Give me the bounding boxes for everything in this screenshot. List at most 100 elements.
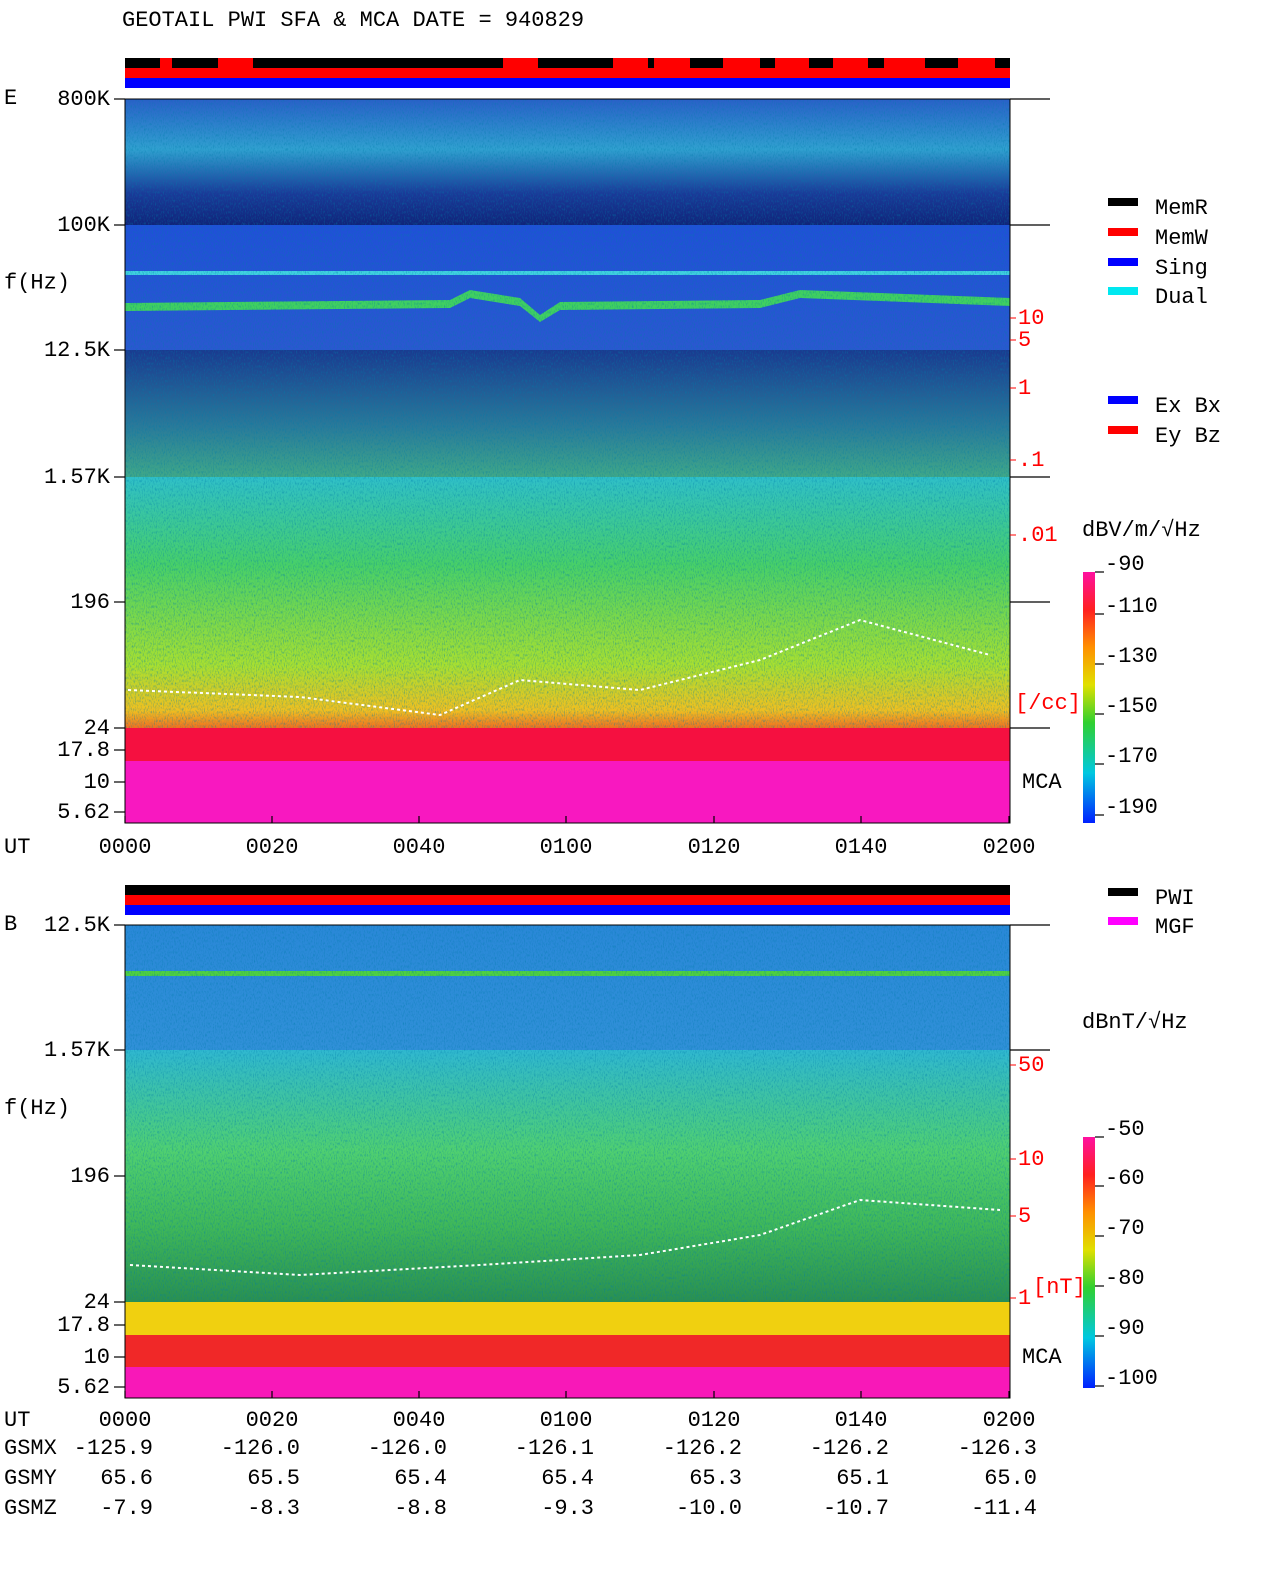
x-tick-label: 0040 — [393, 835, 446, 860]
colorbar-tick-label: -110 — [1105, 594, 1158, 619]
density-tick-label: 10 — [1018, 306, 1044, 331]
colorbar-tick-label: -80 — [1105, 1266, 1145, 1291]
y-tick-label: 5.62 — [57, 1375, 110, 1400]
x-tick-label: 0200 — [983, 835, 1036, 860]
status-stripe — [503, 58, 538, 68]
orbit-value: -125.9 — [74, 1436, 153, 1461]
time-label: UT — [4, 1408, 30, 1433]
legend-label: Sing — [1155, 256, 1208, 281]
colorbar-tick-label: -90 — [1105, 1316, 1145, 1341]
colorbar-title: dBV/m/√Hz — [1082, 518, 1201, 543]
colorbar-e — [1083, 572, 1095, 823]
field-tick-label: 1 — [1018, 1286, 1031, 1311]
y-tick-label: 12.5K — [44, 338, 111, 363]
mca-label: MCA — [1022, 1345, 1062, 1370]
orbit-value: -126.1 — [515, 1436, 594, 1461]
colorbar-b — [1083, 1137, 1095, 1388]
spectrogram-b — [125, 925, 1010, 1398]
status-stripe — [723, 58, 760, 68]
orbit-value: -11.4 — [971, 1496, 1037, 1521]
x-tick-label: 0040 — [393, 1408, 446, 1433]
legend-swatch — [1108, 917, 1138, 925]
y-tick-label: 24 — [84, 1290, 110, 1315]
y-tick-label: 5.62 — [57, 800, 110, 825]
field-tick-label: 5 — [1018, 1204, 1031, 1229]
orbit-value: -8.3 — [247, 1496, 300, 1521]
field-tick-label: 10 — [1018, 1147, 1044, 1172]
colorbar-title: dBnT/√Hz — [1082, 1010, 1188, 1035]
status-stripe — [958, 58, 995, 68]
density-tick-label: 1 — [1018, 376, 1031, 401]
orbit-value: 65.4 — [541, 1466, 594, 1491]
legend-label: MGF — [1155, 915, 1195, 940]
legend-swatch — [1108, 888, 1138, 896]
legend-swatch — [1108, 396, 1138, 404]
orbit-value: -10.7 — [823, 1496, 889, 1521]
status-stripe — [833, 58, 868, 68]
colorbar-tick-label: -60 — [1105, 1166, 1145, 1191]
x-tick-label: 0100 — [540, 1408, 593, 1433]
x-tick-label: 0000 — [99, 1408, 152, 1433]
orbit-value: 65.5 — [247, 1466, 300, 1491]
colorbar-tick-label: -100 — [1105, 1366, 1158, 1391]
y-tick-label: 17.8 — [57, 738, 110, 763]
orbit-value: -126.0 — [221, 1436, 300, 1461]
colorbar-tick-label: -70 — [1105, 1216, 1145, 1241]
panel-label: E — [4, 86, 17, 111]
orbit-value: -9.3 — [541, 1496, 594, 1521]
y-tick-label: 10 — [84, 770, 110, 795]
spectrogram-e — [125, 99, 1010, 823]
field-tick-label: 50 — [1018, 1053, 1044, 1078]
status-bars-b — [125, 885, 1010, 915]
x-tick-label: 0020 — [246, 1408, 299, 1433]
orbit-value: 65.0 — [984, 1466, 1037, 1491]
density-tick-label: 5 — [1018, 328, 1031, 353]
status-stripe — [160, 58, 172, 68]
x-tick-label: 0120 — [688, 835, 741, 860]
x-tick-label: 0120 — [688, 1408, 741, 1433]
y-tick-label: 1.57K — [44, 465, 111, 490]
title: GEOTAIL PWI SFA & MCA DATE = 940829 — [122, 8, 584, 33]
status-stripe — [884, 58, 925, 68]
y-axis-label: f(Hz) — [4, 270, 70, 295]
field-unit: [nT] — [1033, 1275, 1086, 1300]
colorbar-tick-label: -170 — [1105, 744, 1158, 769]
y-tick-label: 12.5K — [44, 913, 111, 938]
y-tick-label: 100K — [57, 213, 111, 238]
orbit-value: -126.2 — [663, 1436, 742, 1461]
y-tick-label: 1.57K — [44, 1038, 111, 1063]
orbit-row-label: GSMX — [4, 1436, 57, 1461]
density-tick-label: .1 — [1018, 448, 1044, 473]
density-tick-label: .01 — [1018, 523, 1058, 548]
orbit-value: -126.3 — [958, 1436, 1037, 1461]
time-label: UT — [4, 835, 30, 860]
legend-label: MemW — [1155, 226, 1209, 251]
y-tick-label: 800K — [57, 87, 111, 112]
status-stripe — [218, 58, 253, 68]
orbit-value: -126.0 — [368, 1436, 447, 1461]
legend-swatch — [1108, 228, 1138, 236]
legend-label: PWI — [1155, 886, 1195, 911]
x-tick-label: 0020 — [246, 835, 299, 860]
legend-label: Ex Bx — [1155, 394, 1221, 419]
y-tick-label: 10 — [84, 1345, 110, 1370]
mca-label: MCA — [1022, 770, 1062, 795]
orbit-value: -10.0 — [676, 1496, 742, 1521]
colorbar-tick-label: -50 — [1105, 1117, 1145, 1142]
x-tick-label: 0100 — [540, 835, 593, 860]
status-bars-e — [125, 58, 1010, 88]
status-stripe — [613, 58, 648, 68]
legend-swatch — [1108, 258, 1138, 266]
status-stripe — [654, 58, 690, 68]
orbit-value: 65.1 — [836, 1466, 889, 1491]
x-tick-label: 0140 — [835, 1408, 888, 1433]
legend-swatch — [1108, 426, 1138, 434]
legend-label: Ey Bz — [1155, 424, 1221, 449]
legend-label: MemR — [1155, 196, 1208, 221]
legend-swatch — [1108, 198, 1138, 206]
legend-swatch — [1108, 287, 1138, 295]
frame-e — [124, 98, 1011, 824]
orbit-value: -126.2 — [810, 1436, 889, 1461]
frame-b — [124, 924, 1011, 1399]
